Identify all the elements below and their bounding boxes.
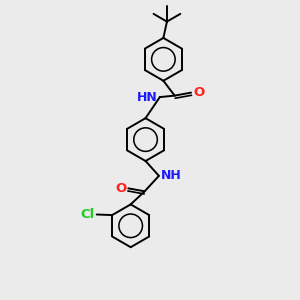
Text: O: O	[115, 182, 126, 195]
Text: Cl: Cl	[80, 208, 94, 221]
Text: HN: HN	[137, 91, 158, 103]
Text: NH: NH	[161, 169, 182, 182]
Text: O: O	[193, 86, 204, 99]
